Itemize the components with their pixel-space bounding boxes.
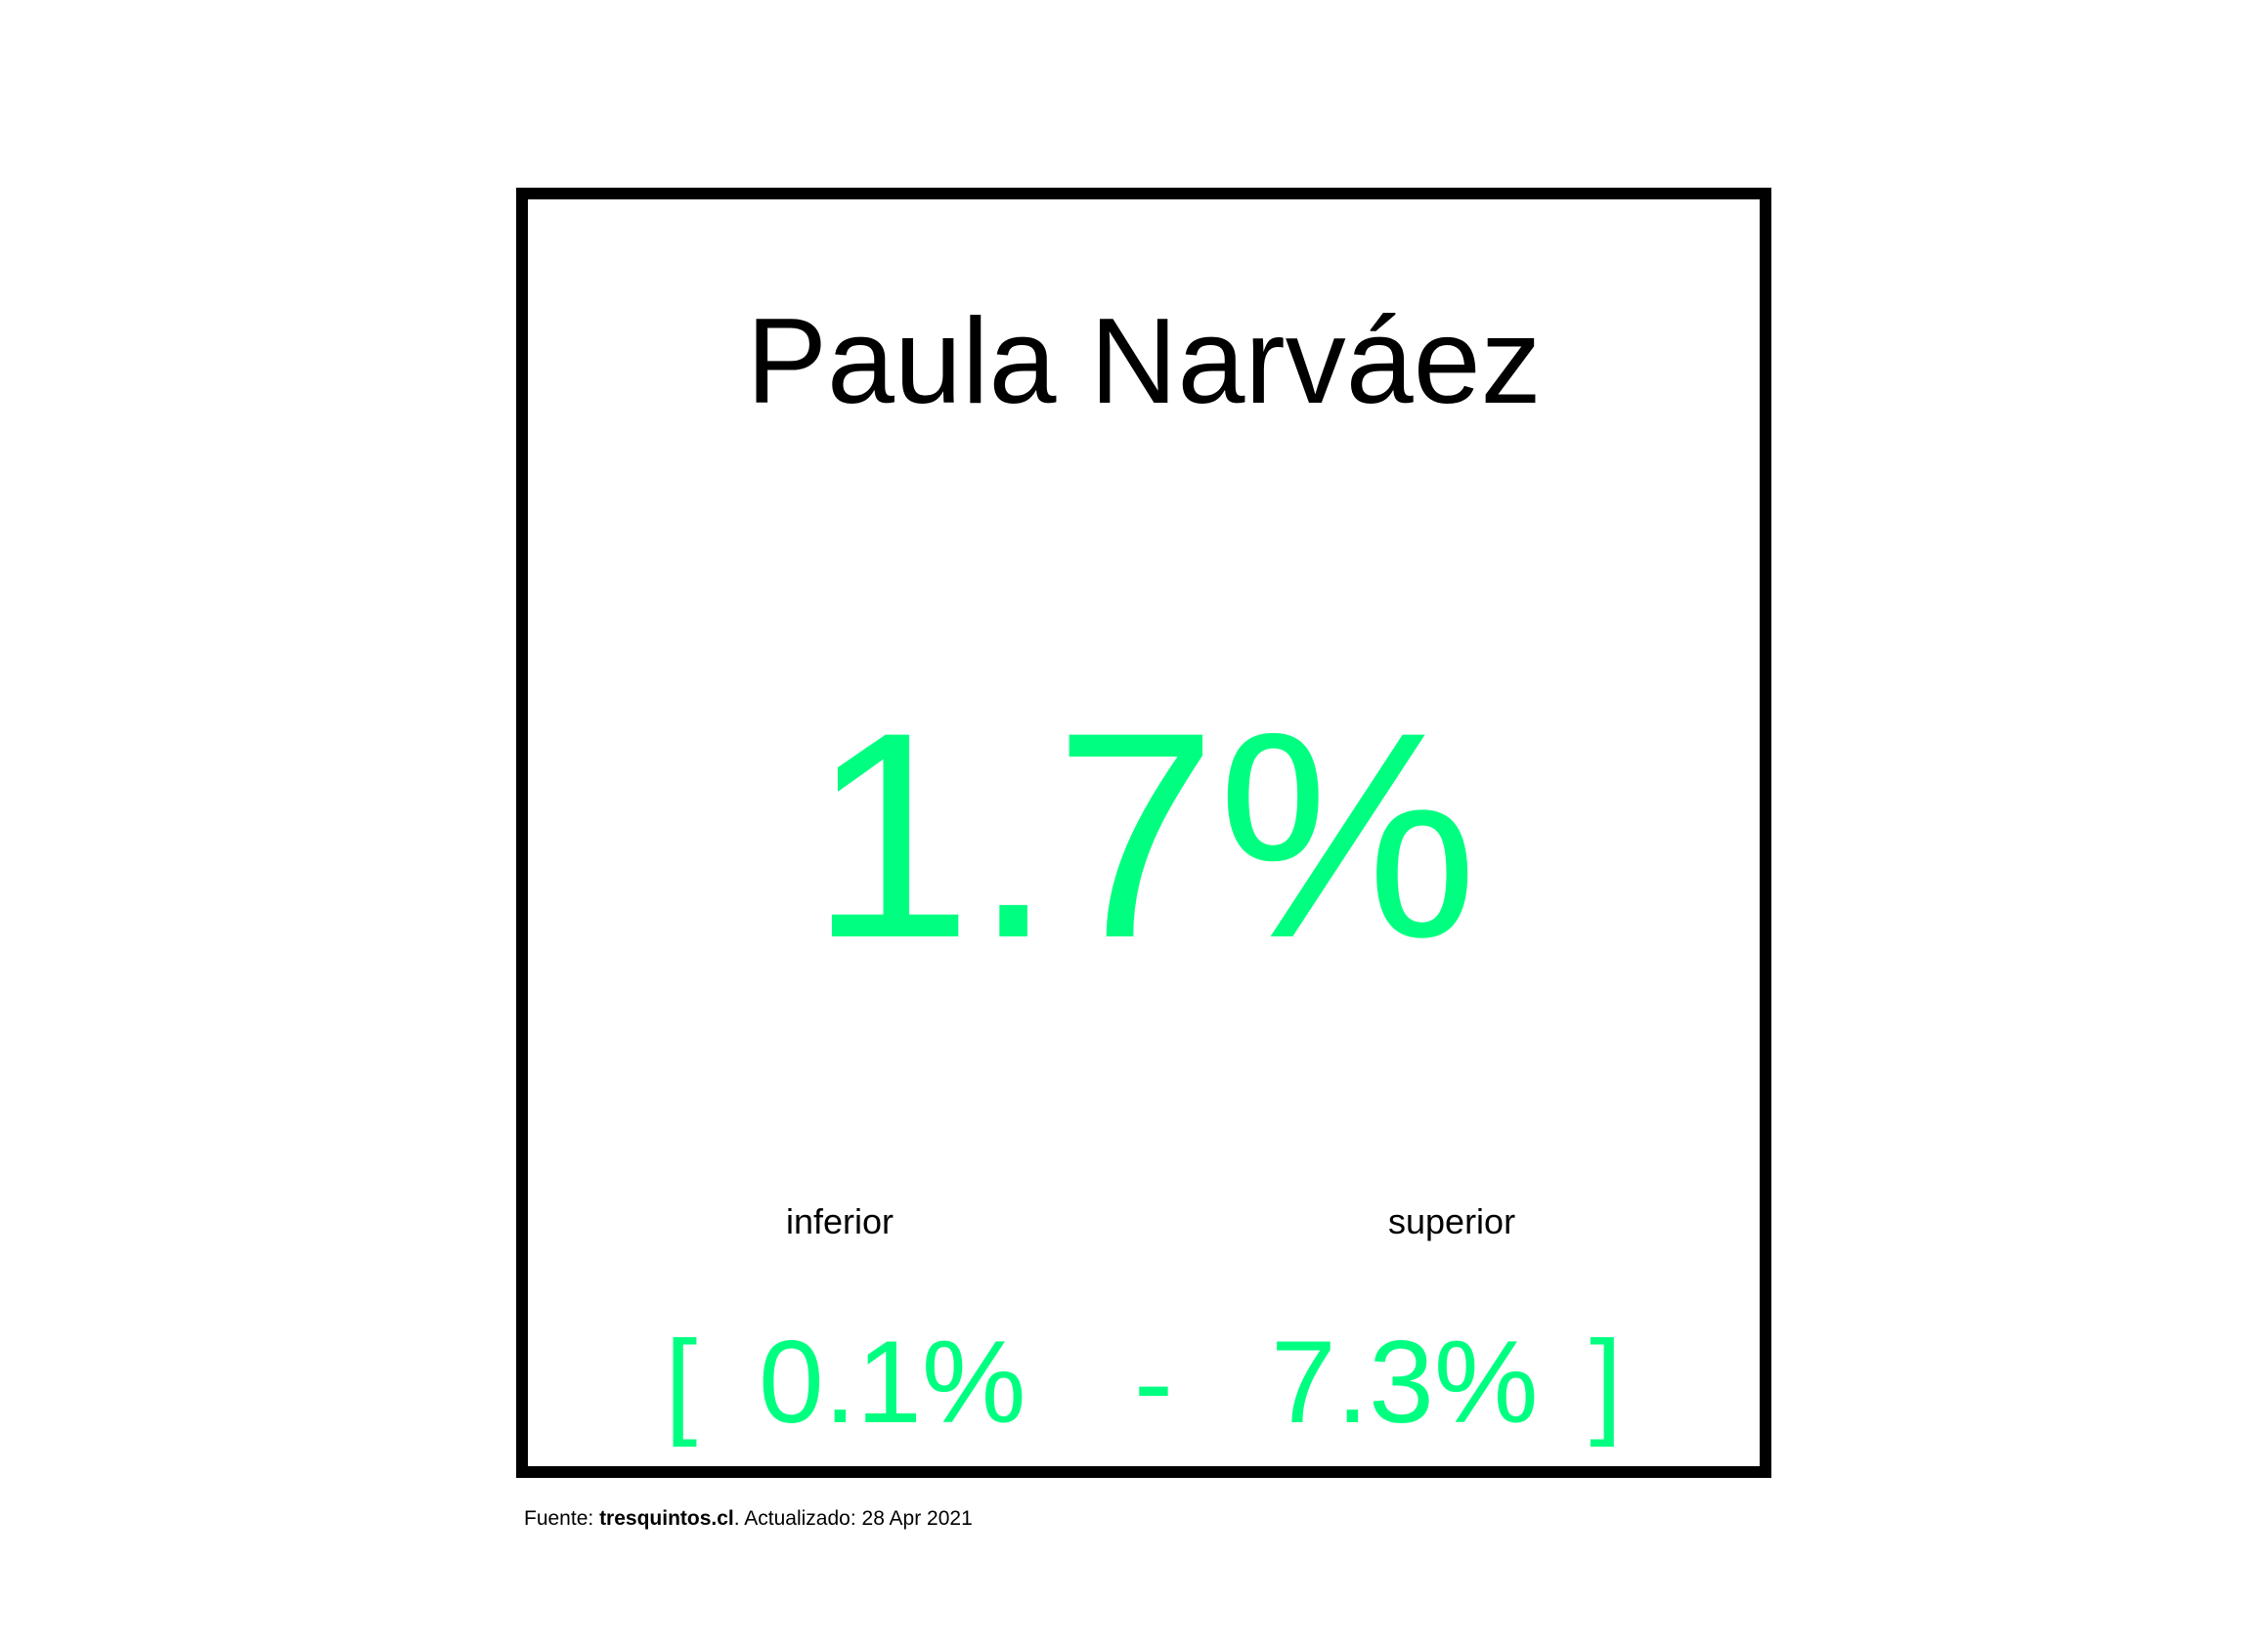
- lower-bound-label: inferior: [786, 1201, 894, 1241]
- lower-bound-value: 0.1%: [759, 1317, 1026, 1448]
- source-footer: Fuente: tresquintos.cl. Actualizado: 28 …: [524, 1508, 973, 1529]
- upper-bound-label: superior: [1388, 1201, 1516, 1241]
- source-name: tresquintos.cl: [599, 1507, 734, 1530]
- upper-bound-value: 7.3%: [1271, 1317, 1539, 1448]
- range-bracket-open: [: [665, 1317, 698, 1448]
- updated-text: . Actualizado: 28 Apr 2021: [733, 1507, 973, 1530]
- range-separator: -: [1134, 1317, 1173, 1448]
- range-bracket-close: ]: [1590, 1317, 1623, 1448]
- estimate-card: Paula Narváez 1.7% inferior superior [ 0…: [516, 188, 1771, 1478]
- source-prefix: Fuente:: [524, 1507, 600, 1530]
- candidate-name: Paula Narváez: [746, 294, 1542, 429]
- estimate-value: 1.7%: [809, 671, 1478, 999]
